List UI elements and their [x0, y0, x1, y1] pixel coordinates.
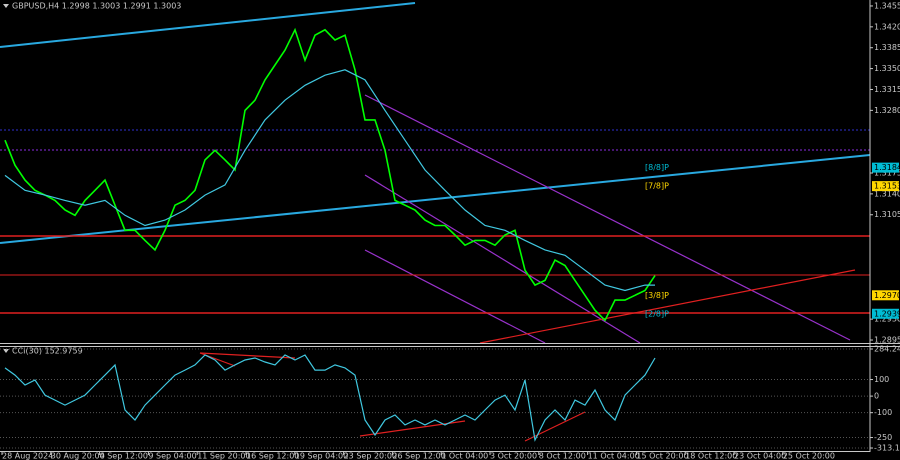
y-tick-label: 1.3105: [874, 210, 900, 219]
x-tick-label: 9 Sep 04:00: [148, 452, 196, 460]
y-tick-label: 1.3175: [874, 168, 900, 177]
x-tick-label: 15 Oct 20:00: [636, 452, 688, 460]
y-tick-label: 1.3280: [874, 106, 900, 115]
chart-title: GBPUSD,H4 1.2998 1.3003 1.2991 1.3003: [12, 2, 181, 11]
y-tick-label: 0: [874, 392, 879, 401]
x-tick-label: 16 Sep 12:00: [246, 452, 299, 460]
trend-line: [0, 2, 416, 48]
price-marker: [872, 308, 899, 319]
y-tick-label: 100: [874, 375, 889, 384]
level-name: [2/8]P: [645, 309, 669, 318]
price-marker-label: 1.2939: [874, 309, 900, 318]
x-tick-label: 11 Oct 04:00: [588, 452, 640, 460]
collapse-icon: [3, 4, 9, 8]
y-tick-label: 1.3315: [874, 85, 900, 94]
price-marker: [872, 290, 899, 301]
x-tick-label: 23 Oct 04:00: [734, 452, 786, 460]
price-marker: [872, 181, 899, 192]
price-marker-label: 1.2970: [874, 291, 900, 300]
x-tick-label: 26 Sep 12:00: [392, 452, 445, 460]
price-marker: [872, 162, 899, 173]
y-tick-label: 284.2406: [874, 345, 900, 354]
level-name: [8/8]P: [645, 163, 669, 172]
y-tick-label: 1.2930: [874, 315, 900, 324]
y-tick-label: 1.3385: [874, 43, 900, 52]
y-tick-label: 1.3350: [874, 64, 900, 73]
x-tick-label: 18 Oct 12:00: [685, 452, 737, 460]
x-tick-label: 11 Sep 20:00: [197, 452, 250, 460]
x-tick-label: 19 Sep 04:00: [295, 452, 348, 460]
drawings: [0, 2, 871, 442]
price-marker-label: 1.3153: [874, 182, 900, 191]
indicator-title: CCI(30) 152.9759: [12, 347, 83, 356]
channel-line: [364, 174, 641, 344]
series-line: [4, 69, 655, 292]
y-tick-label: -313.1513: [874, 444, 900, 453]
y-tick-label: 1.3455: [874, 1, 900, 10]
trend-line: [0, 154, 871, 244]
level-name: [7/8]P: [645, 182, 669, 191]
divergence-line: [199, 352, 296, 359]
x-tick-label: 1 Oct 04:00: [441, 452, 488, 460]
y-tick-label: -100: [874, 408, 892, 417]
x-tick-label: 30 Aug 20:00: [51, 452, 105, 460]
channel-line: [364, 249, 546, 344]
y-tick-label: -250: [874, 433, 892, 442]
y-tick-label: 1.2895: [874, 336, 900, 345]
level-name: [3/8]P: [645, 291, 669, 300]
y-tick-label: 1.3420: [874, 22, 900, 31]
x-tick-label: 8 Oct 12:00: [539, 452, 586, 460]
x-tick-label: 25 Oct 20:00: [783, 452, 835, 460]
x-tick-label: 3 Oct 20:00: [490, 452, 537, 460]
collapse-icon: [3, 349, 9, 353]
x-tick-label: 23 Sep 20:00: [344, 452, 397, 460]
x-tick-label: 28 Aug 2024: [2, 452, 53, 460]
y-tick-label: 1.3140: [874, 189, 900, 198]
price-marker-label: 1.3184: [874, 163, 900, 172]
divergence-line: [524, 411, 586, 442]
series-line: [4, 27, 656, 322]
series-line: [4, 354, 656, 442]
support-line: [479, 269, 856, 344]
x-tick-label: 4 Sep 12:00: [100, 452, 148, 460]
channel-line: [364, 94, 851, 341]
